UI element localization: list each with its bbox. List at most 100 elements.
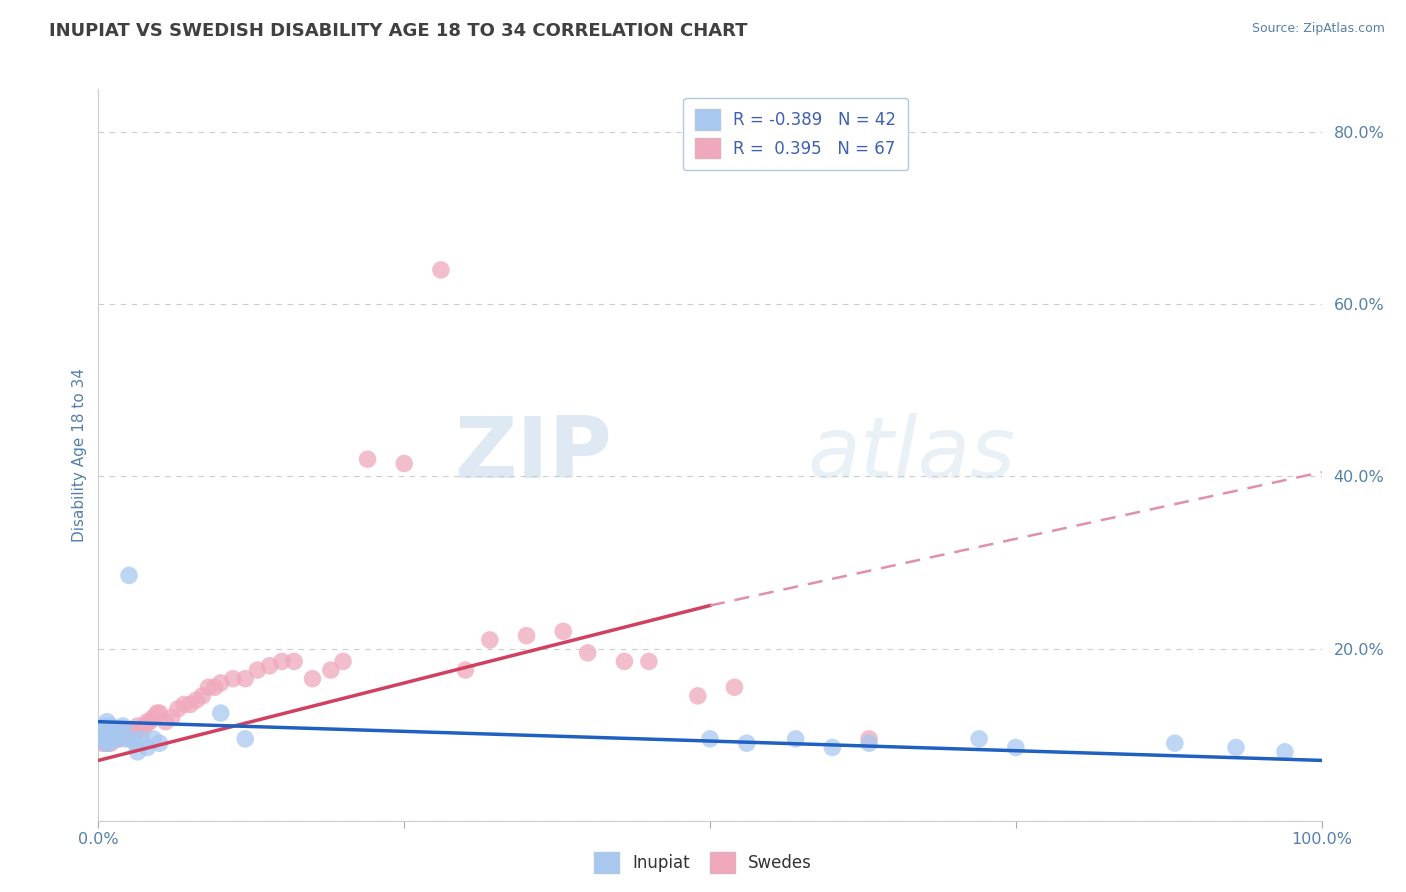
- Point: [97, 731, 120, 746]
- Point: [821, 740, 844, 755]
- Point: [93, 728, 115, 742]
- Point: [233, 731, 256, 746]
- Point: [100, 728, 122, 742]
- Point: [149, 706, 172, 720]
- Point: [96, 731, 118, 746]
- Point: [1164, 736, 1187, 750]
- Point: [98, 731, 121, 746]
- Text: ZIP: ZIP: [454, 413, 612, 497]
- Point: [91, 731, 114, 746]
- Point: [179, 698, 201, 712]
- Point: [101, 731, 124, 746]
- Y-axis label: Disability Age 18 to 34: Disability Age 18 to 34: [72, 368, 87, 542]
- Point: [124, 736, 146, 750]
- Point: [142, 710, 165, 724]
- Point: [100, 719, 122, 733]
- Point: [93, 719, 115, 733]
- Point: [91, 731, 114, 746]
- Point: [209, 676, 232, 690]
- Point: [124, 723, 146, 738]
- Point: [111, 719, 134, 733]
- Point: [155, 714, 177, 729]
- Point: [259, 658, 281, 673]
- Text: INUPIAT VS SWEDISH DISABILITY AGE 18 TO 34 CORRELATION CHART: INUPIAT VS SWEDISH DISABILITY AGE 18 TO …: [49, 22, 748, 40]
- Point: [110, 723, 132, 738]
- Point: [96, 728, 118, 742]
- Point: [120, 731, 142, 746]
- Point: [392, 457, 416, 471]
- Point: [101, 731, 124, 746]
- Point: [108, 731, 131, 746]
- Point: [94, 736, 117, 750]
- Point: [233, 672, 256, 686]
- Point: [94, 723, 117, 738]
- Point: [100, 728, 122, 742]
- Point: [699, 731, 721, 746]
- Point: [967, 731, 990, 746]
- Point: [101, 731, 124, 746]
- Point: [222, 672, 245, 686]
- Point: [115, 728, 138, 742]
- Point: [319, 663, 342, 677]
- Point: [858, 736, 880, 750]
- Point: [637, 655, 661, 669]
- Point: [129, 731, 152, 746]
- Point: [785, 731, 807, 746]
- Point: [332, 655, 354, 669]
- Text: atlas: atlas: [808, 413, 1017, 497]
- Point: [97, 736, 120, 750]
- Point: [139, 714, 162, 729]
- Point: [246, 663, 269, 677]
- Point: [107, 728, 129, 742]
- Point: [118, 723, 141, 738]
- Point: [91, 736, 114, 750]
- Point: [270, 655, 294, 669]
- Point: [103, 728, 125, 742]
- Point: [283, 655, 305, 669]
- Point: [146, 706, 169, 720]
- Point: [94, 731, 117, 746]
- Point: [93, 731, 115, 746]
- Point: [613, 655, 636, 669]
- Point: [134, 719, 156, 733]
- Point: [127, 745, 149, 759]
- Point: [160, 710, 183, 724]
- Point: [97, 728, 120, 742]
- Point: [686, 689, 709, 703]
- Point: [204, 680, 226, 694]
- Point: [430, 263, 453, 277]
- Point: [103, 728, 125, 742]
- Point: [104, 731, 127, 746]
- Point: [136, 740, 159, 755]
- Text: Source: ZipAtlas.com: Source: ZipAtlas.com: [1251, 22, 1385, 36]
- Point: [197, 680, 219, 694]
- Point: [576, 646, 599, 660]
- Point: [129, 723, 152, 738]
- Point: [96, 731, 118, 746]
- Point: [90, 731, 112, 746]
- Point: [356, 452, 378, 467]
- Point: [118, 568, 141, 582]
- Point: [1004, 740, 1026, 755]
- Point: [1225, 740, 1247, 755]
- Point: [553, 624, 575, 639]
- Point: [90, 723, 112, 738]
- Point: [478, 632, 501, 647]
- Point: [104, 731, 127, 746]
- Point: [723, 680, 745, 694]
- Point: [94, 736, 117, 750]
- Point: [101, 728, 124, 742]
- Point: [142, 731, 165, 746]
- Point: [100, 736, 122, 750]
- Point: [1274, 745, 1296, 759]
- Point: [858, 731, 880, 746]
- Point: [136, 714, 159, 729]
- Point: [127, 719, 149, 733]
- Point: [120, 731, 142, 746]
- Point: [105, 731, 128, 746]
- Point: [110, 728, 132, 742]
- Point: [186, 693, 208, 707]
- Point: [96, 714, 118, 729]
- Point: [114, 723, 136, 738]
- Point: [515, 629, 537, 643]
